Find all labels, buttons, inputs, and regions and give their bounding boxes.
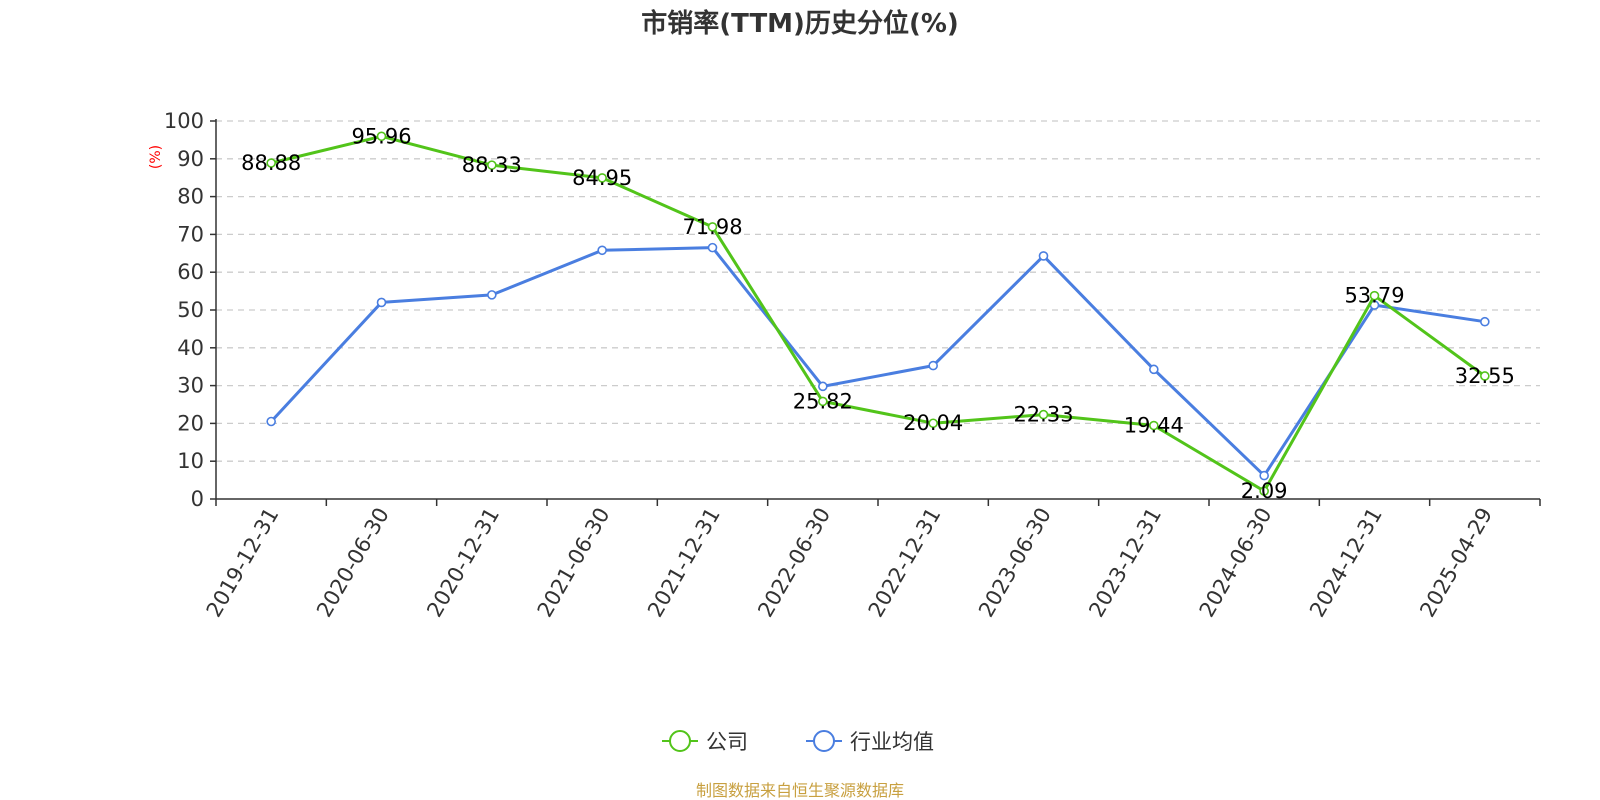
x-tick-label-2020-12-31: 2020-12-31 xyxy=(422,504,504,622)
y-tick-label-10: 10 xyxy=(177,449,204,473)
y-tick-label-0: 0 xyxy=(191,487,204,511)
data-point[interactable] xyxy=(1149,420,1159,431)
data-point[interactable] xyxy=(597,245,607,256)
y-tick-label-20: 20 xyxy=(177,411,204,435)
legend[interactable]: 公司 行业均值 xyxy=(662,730,934,754)
legend-label: 公司 xyxy=(706,730,748,754)
data-label: 88.88 xyxy=(241,151,301,175)
data-point[interactable] xyxy=(1480,316,1490,327)
data-label: 32.55 xyxy=(1455,364,1515,388)
series-industry xyxy=(266,242,1490,481)
y-tick-label-80: 80 xyxy=(177,185,204,209)
data-label: 20.04 xyxy=(903,411,963,435)
data-point[interactable] xyxy=(818,396,828,407)
data-point[interactable] xyxy=(1480,371,1490,381)
y-tick-label-40: 40 xyxy=(177,336,204,360)
data-label: 2.09 xyxy=(1241,479,1288,503)
legend-item-industry[interactable]: 行业均值 xyxy=(806,730,934,754)
x-tick-label-2024-06-30: 2024-06-30 xyxy=(1195,504,1277,622)
data-label-layer: 88.88 95.96 88.33 84.95 71.98 25.82 20.04 22.33… xyxy=(241,124,1515,503)
x-tick-label-2021-12-31: 2021-12-31 xyxy=(643,504,725,622)
data-point[interactable] xyxy=(487,160,497,170)
data-label: 95.96 xyxy=(351,124,411,148)
y-tick-label-90: 90 xyxy=(177,147,204,171)
x-tick-label-2023-12-31: 2023-12-31 xyxy=(1084,504,1166,622)
x-tick-label-2025-04-29: 2025-04-29 xyxy=(1415,504,1497,622)
data-point[interactable] xyxy=(1259,486,1269,496)
data-point[interactable] xyxy=(376,131,387,142)
y-tick-label-60: 60 xyxy=(177,260,204,284)
data-point[interactable] xyxy=(266,158,276,168)
y-tick-label-70: 70 xyxy=(177,222,204,246)
data-point[interactable] xyxy=(1259,470,1269,481)
chart-title: 市销率(TTM)历史分位(%) xyxy=(641,8,959,39)
grid-layer xyxy=(216,120,1540,462)
data-point[interactable] xyxy=(266,416,276,427)
data-label: 53.79 xyxy=(1344,284,1404,308)
data-point[interactable] xyxy=(376,297,387,308)
legend-item-company[interactable]: 公司 xyxy=(662,730,748,754)
series-layer xyxy=(266,131,1490,496)
x-tick-label-2020-06-30: 2020-06-30 xyxy=(312,504,394,622)
data-label: 84.95 xyxy=(572,166,632,190)
legend-label: 行业均值 xyxy=(850,730,934,754)
data-label: 22.33 xyxy=(1013,403,1073,427)
y-tick-label-100: 100 xyxy=(164,109,204,133)
legend-swatch-marker xyxy=(669,730,691,752)
data-point[interactable] xyxy=(707,222,718,232)
data-point[interactable] xyxy=(487,290,497,300)
data-point[interactable] xyxy=(1038,409,1049,420)
y-tick-label-50: 50 xyxy=(177,298,204,322)
x-tick-label-2019-12-31: 2019-12-31 xyxy=(202,504,284,622)
series-line-公司 xyxy=(270,134,1486,493)
data-label: 71.98 xyxy=(682,215,742,239)
data-point[interactable] xyxy=(707,242,718,253)
data-point[interactable] xyxy=(928,418,938,429)
y-tick-label-30: 30 xyxy=(177,374,204,398)
x-tick-label-2022-12-31: 2022-12-31 xyxy=(864,504,946,622)
series-company xyxy=(266,131,1490,496)
data-point[interactable] xyxy=(928,360,938,371)
source-note: 制图数据来自恒生聚源数据库 xyxy=(696,781,904,800)
x-tick-label-2023-06-30: 2023-06-30 xyxy=(974,504,1056,622)
data-label: 19.44 xyxy=(1124,414,1184,438)
data-point[interactable] xyxy=(1038,251,1049,261)
data-point[interactable] xyxy=(818,381,828,392)
data-label: 88.33 xyxy=(462,153,522,177)
y-axis-label: (%) xyxy=(148,145,164,169)
data-label: 25.82 xyxy=(793,389,853,413)
data-point[interactable] xyxy=(597,173,607,183)
x-tick-label-2024-12-31: 2024-12-31 xyxy=(1305,504,1387,622)
data-point[interactable] xyxy=(1149,364,1159,375)
data-point[interactable] xyxy=(1369,290,1380,301)
x-tick-label-2022-06-30: 2022-06-30 xyxy=(753,504,835,622)
legend-swatch-marker xyxy=(813,730,835,752)
series-line-行业均值 xyxy=(270,246,1486,478)
x-tick-label-2021-06-30: 2021-06-30 xyxy=(533,504,615,622)
axis-layer: 0 10 20 30 40 50 60 70 80 90 100 2019-12-31 2020-06-… xyxy=(164,109,1541,622)
